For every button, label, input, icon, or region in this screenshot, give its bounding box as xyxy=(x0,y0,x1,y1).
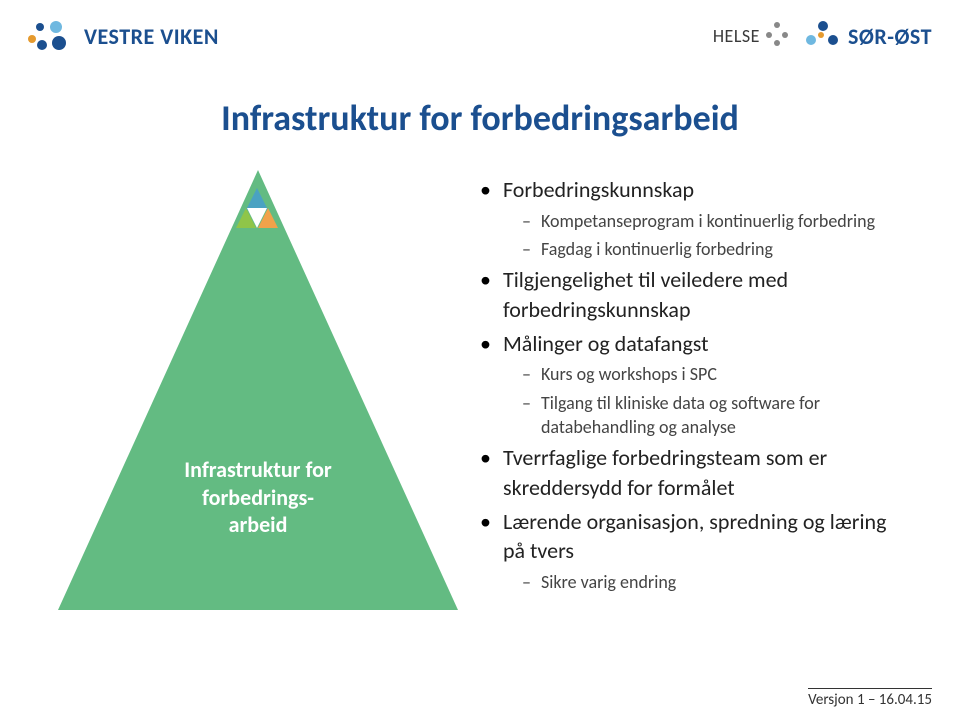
bullet-marker: – xyxy=(522,364,531,386)
triangle-label-line1: Infrastruktur for xyxy=(184,456,331,483)
mini-triangle xyxy=(247,208,267,228)
bullet-level1: • Forbedringskunnskap xyxy=(480,175,910,205)
bullet-text: Fagdag i kontinuerlig forbedring xyxy=(541,237,773,261)
logo-dot xyxy=(37,40,47,50)
bullet-text: Målinger og datafangst xyxy=(503,329,709,359)
brand-left-text: VESTRE VIKEN xyxy=(84,23,219,50)
bullet-marker: – xyxy=(522,239,531,261)
bullet-text: Lærende organisasjon, spredning og lærin… xyxy=(503,507,910,566)
footer-version: Versjon 1 – 16.04.15 xyxy=(808,688,932,709)
bullet-marker: • xyxy=(480,268,491,292)
triangle-label: Infrastruktur for forbedrings- arbeid xyxy=(58,456,458,539)
sorost-text: SØR-ØST xyxy=(848,23,932,50)
logo-helse-sorost: HELSE SØR-ØST xyxy=(713,21,932,51)
mini-triangle-cluster xyxy=(236,188,280,228)
bullet-marker: • xyxy=(480,332,491,356)
bullet-level2: –Sikre varig endring xyxy=(522,570,910,594)
bullet-marker: – xyxy=(522,572,531,594)
triangle-label-line3: arbeid xyxy=(229,511,288,538)
bullet-marker: • xyxy=(480,510,491,534)
logo-vestre-viken: VESTRE VIKEN xyxy=(28,21,219,51)
logo-dot xyxy=(782,32,788,38)
page-title: Infrastruktur for forbedringsarbeid xyxy=(0,96,960,140)
logo-dots-left xyxy=(28,21,74,51)
logo-dot xyxy=(36,23,44,31)
logo-dot xyxy=(818,21,828,31)
triangle-graphic: Infrastruktur for forbedrings- arbeid xyxy=(58,170,458,610)
bullet-marker: • xyxy=(480,446,491,470)
logo-dot xyxy=(766,32,772,38)
triangle-label-line2: forbedrings- xyxy=(202,484,314,511)
bullet-level2: –Tilgang til kliniske data og software f… xyxy=(522,391,910,440)
bullet-level2: –Kurs og workshops i SPC xyxy=(522,362,910,386)
triangle-shape xyxy=(58,170,458,610)
logo-dot xyxy=(828,35,838,45)
logo-dot xyxy=(774,22,780,28)
bullet-level1: • Lærende organisasjon, spredning og læri… xyxy=(480,507,910,566)
bullet-text: Sikre varig endring xyxy=(541,570,676,594)
logo-dot xyxy=(818,32,824,38)
mini-triangle xyxy=(246,188,268,210)
logo-dot xyxy=(774,40,780,46)
bullet-level2: –Fagdag i kontinuerlig forbedring xyxy=(522,237,910,261)
logo-dot xyxy=(28,35,36,43)
logo-dot xyxy=(806,35,816,45)
bullet-text: Tilgang til kliniske data og software fo… xyxy=(541,391,910,440)
sorost-wrap: SØR-ØST xyxy=(806,21,932,51)
helse-wrap: HELSE xyxy=(713,22,794,50)
bullet-level1: • Tverrfaglige forbedringsteam som er skr… xyxy=(480,443,910,502)
logo-dot xyxy=(52,36,66,50)
bullet-text: Forbedringskunnskap xyxy=(503,175,694,205)
logo-dot xyxy=(50,21,62,33)
bullet-text: Tverrfaglige forbedringsteam som er skre… xyxy=(503,443,910,502)
bullet-marker: – xyxy=(522,211,531,233)
bullet-level1: • Målinger og datafangst xyxy=(480,329,910,359)
header: VESTRE VIKEN HELSE SØR-ØST xyxy=(28,14,932,58)
bullet-text: Kurs og workshops i SPC xyxy=(541,362,717,386)
bullet-level1: • Tilgjengelighet til veiledere med forbe… xyxy=(480,265,910,324)
helse-dots xyxy=(766,22,794,50)
bullet-marker: – xyxy=(522,393,531,415)
bullet-level2: –Kompetanseprogram i kontinuerlig forbed… xyxy=(522,209,910,233)
bullet-list: •Forbedringskunnskap–Kompetanseprogram i… xyxy=(480,175,910,598)
bullet-marker: • xyxy=(480,178,491,202)
helse-text: HELSE xyxy=(713,25,760,47)
sorost-dots xyxy=(806,21,842,51)
bullet-text: Tilgjengelighet til veiledere med forbed… xyxy=(503,265,910,324)
bullet-text: Kompetanseprogram i kontinuerlig forbedr… xyxy=(541,209,875,233)
